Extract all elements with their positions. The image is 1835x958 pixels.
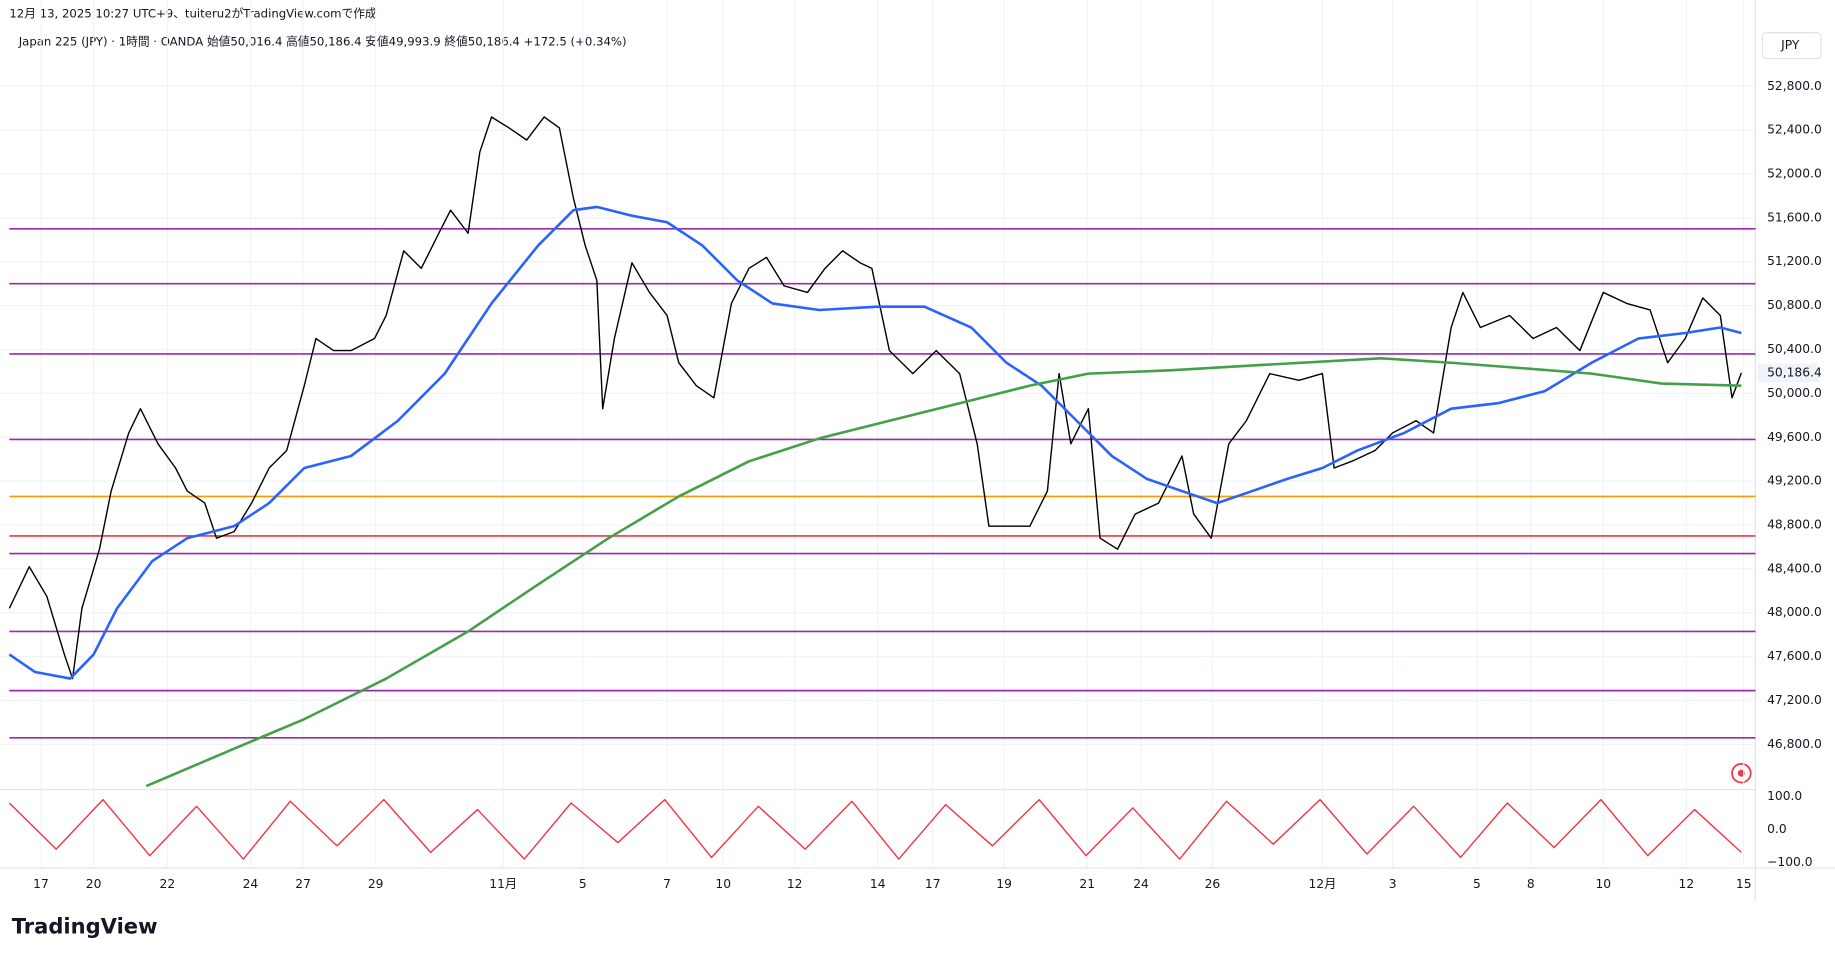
x-tick-label: 24 <box>1133 877 1149 891</box>
y-tick-label: 47,200.0 <box>1767 693 1822 707</box>
x-tick-label: 10 <box>715 877 731 891</box>
series-line <box>145 356 1742 788</box>
y-tick-label: 52,400.0 <box>1767 123 1822 137</box>
y-tick-label: 51,600.0 <box>1767 210 1822 224</box>
x-tick-label: 5 <box>1473 877 1481 891</box>
x-tick-label: 12 <box>787 877 803 891</box>
y-tick-label: 49,600.0 <box>1767 430 1822 444</box>
y-tick-label: 51,200.0 <box>1767 254 1822 268</box>
y-tick-label: −100.0 <box>1767 855 1812 869</box>
x-tick-label: 29 <box>368 877 384 891</box>
x-tick-label: 5 <box>579 877 587 891</box>
x-tick-label: 22 <box>160 877 176 891</box>
x-tick-label: 24 <box>243 877 259 891</box>
x-tick-label: 19 <box>996 877 1012 891</box>
x-tick-label: 26 <box>1205 877 1221 891</box>
y-tick-label: 48,000.0 <box>1767 605 1822 619</box>
y-tick-label: 100.0 <box>1767 789 1802 803</box>
logo: TradingView <box>12 914 158 939</box>
series-line <box>8 798 1742 860</box>
x-tick-label: 20 <box>86 877 102 891</box>
x-tick-label: 12月 <box>1308 877 1336 891</box>
y-tick-label: 47,600.0 <box>1767 649 1822 663</box>
y-tick-label: 0.0 <box>1767 822 1787 836</box>
x-tick-label: 17 <box>925 877 941 891</box>
x-tick-label: 15 <box>1736 877 1752 891</box>
x-tick-label: 12 <box>1679 877 1695 891</box>
y-tick-label: 50,000.0 <box>1767 386 1822 400</box>
y-tick-label: 46,800.0 <box>1767 737 1822 751</box>
y-tick-label: 52,000.0 <box>1767 167 1822 181</box>
series-line <box>8 116 1743 680</box>
x-tick-label: 14 <box>870 877 886 891</box>
currency-box[interactable] <box>1761 32 1822 60</box>
y-tick-label: 52,800.0 <box>1767 79 1822 93</box>
y-tick-label: 50,400.0 <box>1767 342 1822 356</box>
last-price-tag <box>1757 363 1819 383</box>
x-tick-label: 17 <box>33 877 49 891</box>
series-line <box>8 205 1742 680</box>
created-note: 12月 13, 2025 10:27 UTC+9、tuiteru2がTradin… <box>9 7 377 21</box>
last-price-label: 50,186.4 <box>1767 365 1822 379</box>
x-tick-label: 10 <box>1595 877 1611 891</box>
y-tick-label: 48,800.0 <box>1767 518 1822 532</box>
y-tick-label: 48,400.0 <box>1767 561 1822 575</box>
y-tick-label: 49,200.0 <box>1767 474 1822 488</box>
x-tick-label: 21 <box>1079 877 1095 891</box>
x-tick-label: 27 <box>295 877 311 891</box>
y-tick-label: 50,800.0 <box>1767 298 1822 312</box>
x-tick-label: 3 <box>1389 877 1397 891</box>
symbol-legend: Japan 225 (JPY) · 1時間 · OANDA 始値50,016.4… <box>18 35 627 49</box>
x-tick-label: 7 <box>663 877 671 891</box>
x-tick-label: 8 <box>1527 877 1535 891</box>
currency: JPY <box>1780 38 1800 52</box>
x-tick-label: 11月 <box>489 877 517 891</box>
